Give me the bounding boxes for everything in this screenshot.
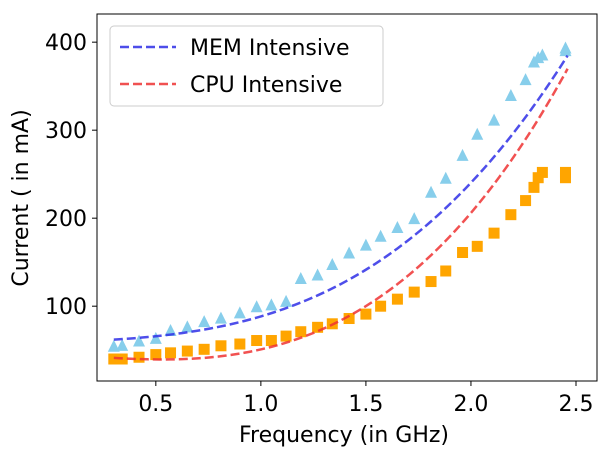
series-markers-1 (108, 166, 571, 365)
mem-intensive-point (536, 48, 549, 61)
cpu-intensive-point (215, 340, 227, 352)
mem-intensive-point (456, 148, 469, 161)
x-tick-label: 1.5 (348, 392, 383, 417)
mem-intensive-point (214, 311, 227, 324)
mem-intensive-point (425, 185, 438, 198)
mem-intensive-point (294, 272, 307, 285)
mem-intensive-point (391, 220, 404, 233)
cpu-intensive-point (343, 313, 355, 325)
cpu-intensive-point (505, 209, 517, 221)
mem-intensive-point (233, 306, 246, 319)
x-tick-label: 2.5 (558, 392, 593, 417)
mem-intensive-point (116, 338, 129, 351)
cpu-intensive-point (251, 335, 263, 347)
x-tick-label: 2.0 (453, 392, 488, 417)
cpu-intensive-point (425, 276, 437, 288)
cpu-intensive-point (234, 338, 246, 350)
mem-intensive-point (250, 300, 263, 313)
legend-label-1: CPU Intensive (190, 73, 342, 98)
cpu-intensive-point (559, 166, 571, 178)
mem-intensive-point (280, 294, 293, 307)
mem-intensive-point (488, 113, 501, 126)
cpu-intensive-fit-line (113, 68, 569, 361)
y-tick-label: 400 (45, 31, 87, 56)
y-tick-label: 300 (45, 119, 87, 144)
legend-box (109, 25, 384, 107)
cpu-intensive-point (471, 240, 483, 252)
cpu-intensive-point (375, 300, 387, 312)
cpu-intensive-point (360, 308, 372, 320)
cpu-intensive-point (312, 321, 324, 333)
x-axis-label: Frequency (in GHz) (239, 423, 449, 448)
axis-ticks: 0.5 1.0 1.5 2.0 2.5 100 200 300 400 (45, 31, 593, 417)
x-tick-label: 1.0 (243, 392, 278, 417)
mem-intensive-point (471, 127, 484, 140)
y-tick-label: 200 (45, 207, 87, 232)
mem-intensive-point (374, 229, 387, 242)
cpu-intensive-point (391, 293, 403, 305)
y-axis-label: Current ( in mA) (9, 109, 34, 286)
y-tick-label: 100 (45, 295, 87, 320)
cpu-intensive-point (150, 349, 162, 361)
mem-intensive-fit-line (113, 54, 569, 341)
mem-intensive-point (439, 171, 452, 184)
mem-intensive-point (198, 315, 211, 328)
mem-intensive-point (133, 334, 146, 347)
cpu-intensive-point (133, 351, 145, 363)
cpu-intensive-point (520, 195, 532, 207)
mem-intensive-point (408, 212, 421, 225)
legend-label-0: MEM Intensive (190, 36, 350, 61)
mem-intensive-point (504, 88, 517, 101)
cpu-intensive-point (440, 265, 452, 277)
cpu-intensive-point (408, 286, 420, 298)
mem-intensive-point (559, 41, 572, 54)
cpu-intensive-point (165, 347, 177, 359)
cpu-intensive-point (536, 166, 548, 178)
mem-intensive-point (181, 320, 194, 333)
cpu-intensive-point (181, 345, 193, 357)
mem-intensive-point (343, 246, 356, 259)
mem-intensive-point (265, 298, 278, 311)
cpu-intensive-point (528, 181, 540, 193)
series-markers-0 (107, 41, 572, 352)
mem-intensive-point (326, 257, 339, 270)
mem-intensive-point (149, 331, 162, 344)
cpu-intensive-point (295, 326, 307, 338)
cpu-intensive-point (198, 343, 210, 355)
plot-frame (96, 13, 598, 382)
mem-intensive-point (359, 238, 372, 251)
x-tick-label: 0.5 (138, 392, 173, 417)
mem-intensive-point (107, 339, 120, 352)
legend: MEM Intensive CPU Intensive (109, 25, 384, 107)
mem-intensive-point (311, 268, 324, 281)
cpu-intensive-point (488, 227, 500, 239)
cpu-intensive-point (457, 247, 469, 259)
cpu-intensive-point (280, 330, 292, 342)
mem-intensive-point (519, 73, 532, 86)
cpu-intensive-point (265, 335, 277, 347)
